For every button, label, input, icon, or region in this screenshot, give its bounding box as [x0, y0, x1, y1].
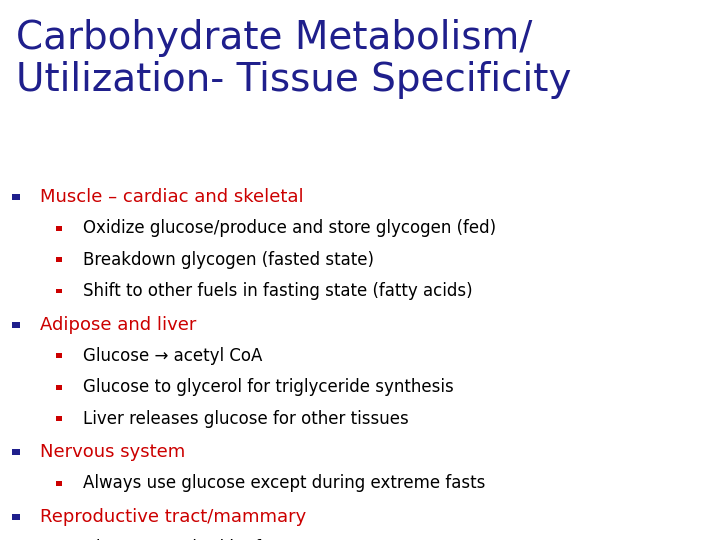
Text: Shift to other fuels in fasting state (fatty acids): Shift to other fuels in fasting state (f… — [83, 282, 472, 300]
FancyBboxPatch shape — [56, 226, 62, 231]
Text: Glucose to glycerol for triglyceride synthesis: Glucose to glycerol for triglyceride syn… — [83, 378, 454, 396]
Text: Reproductive tract/mammary: Reproductive tract/mammary — [40, 508, 306, 526]
FancyBboxPatch shape — [56, 258, 62, 262]
FancyBboxPatch shape — [56, 416, 62, 421]
FancyBboxPatch shape — [56, 384, 62, 390]
Text: Liver releases glucose for other tissues: Liver releases glucose for other tissues — [83, 409, 408, 428]
FancyBboxPatch shape — [12, 449, 20, 455]
FancyBboxPatch shape — [12, 194, 20, 200]
Text: Carbohydrate Metabolism/
Utilization- Tissue Specificity: Carbohydrate Metabolism/ Utilization- Ti… — [16, 19, 571, 99]
Text: Muscle – cardiac and skeletal: Muscle – cardiac and skeletal — [40, 188, 303, 206]
FancyBboxPatch shape — [56, 354, 62, 359]
Text: Nervous system: Nervous system — [40, 443, 185, 461]
Text: Glucose required by fetus: Glucose required by fetus — [83, 539, 297, 540]
Text: Glucose → acetyl CoA: Glucose → acetyl CoA — [83, 347, 262, 365]
FancyBboxPatch shape — [56, 481, 62, 486]
Text: Oxidize glucose/produce and store glycogen (fed): Oxidize glucose/produce and store glycog… — [83, 219, 496, 238]
Text: Adipose and liver: Adipose and liver — [40, 315, 196, 334]
Text: Breakdown glycogen (fasted state): Breakdown glycogen (fasted state) — [83, 251, 374, 269]
Text: Always use glucose except during extreme fasts: Always use glucose except during extreme… — [83, 474, 485, 492]
FancyBboxPatch shape — [56, 289, 62, 294]
FancyBboxPatch shape — [12, 322, 20, 327]
FancyBboxPatch shape — [12, 514, 20, 519]
